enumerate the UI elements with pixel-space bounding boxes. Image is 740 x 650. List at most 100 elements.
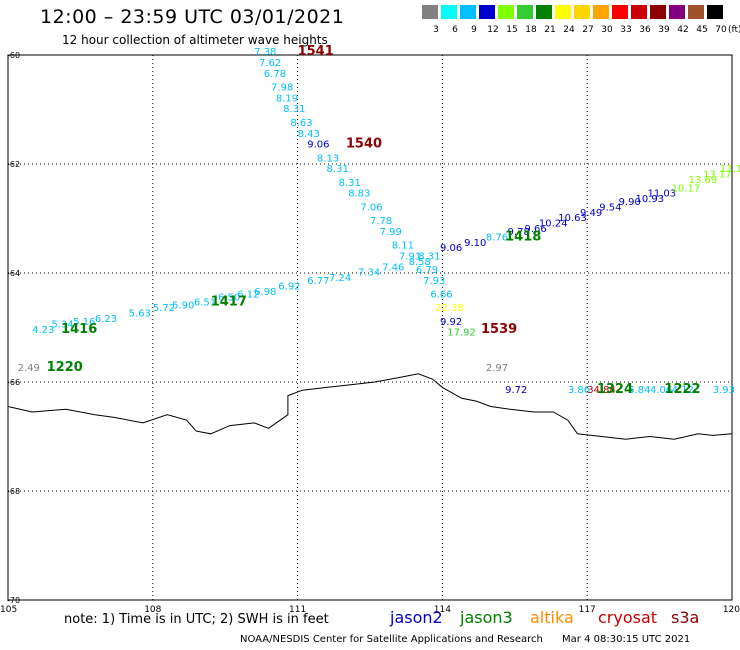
wave-height-label: 6.51 (194, 298, 216, 309)
color-scale-swatch (498, 5, 514, 19)
color-scale-swatch (555, 5, 571, 19)
wave-height-label: 4.23 (32, 325, 54, 336)
lon-tick-label: 114 (434, 605, 451, 615)
wave-height-label: 6.77 (307, 276, 329, 287)
color-scale-swatch (517, 5, 533, 19)
wave-height-label: 6.50 (218, 292, 240, 303)
track-id-label: 1541 (298, 44, 334, 59)
color-scale-label: 45 (696, 25, 708, 35)
note-text: note: 1) Time is in UTC; 2) SWH is in fe… (64, 612, 329, 627)
wave-height-label: 7.98 (271, 82, 293, 93)
wave-height-label: 8.31 (327, 164, 349, 175)
wave-height-label: 10.24 (539, 219, 568, 230)
wave-height-label: 11.03 (648, 189, 677, 200)
color-scale-label: 36 (639, 25, 651, 35)
wave-height-label: 5.72 (153, 303, 175, 314)
wave-height-label: 7.46 (382, 262, 404, 273)
color-scale-swatch (536, 5, 552, 19)
wave-height-label: 9.49 (580, 208, 602, 219)
wave-height-label: 3.86 (568, 385, 590, 396)
wave-height-label: 13.19 (720, 164, 740, 175)
wave-height-label: 6.12 (237, 290, 259, 301)
wave-height-label: 7.24 (329, 273, 351, 284)
wave-height-label: 17.92 (447, 328, 476, 339)
color-scale-swatch (688, 5, 704, 19)
color-scale-swatch (460, 5, 476, 19)
track-id-label: 1540 (346, 137, 382, 152)
footer-timestamp: Mar 4 08:30:15 UTC 2021 (562, 634, 691, 645)
color-scale-swatch (707, 5, 723, 19)
wave-height-label: 8.19 (276, 93, 298, 104)
wave-height-label: 10.63 (558, 213, 587, 224)
wave-height-label: 9.10 (464, 238, 486, 249)
track-id-label: 1220 (47, 360, 83, 375)
track-id-label: 1417 (211, 295, 247, 310)
wave-height-label: 3.93 (713, 385, 735, 396)
wave-height-label: 2.97 (486, 363, 508, 374)
legend-cryosat: cryosat (598, 608, 658, 627)
color-scale-label: 27 (582, 25, 594, 35)
color-scale-label: 3 (433, 25, 439, 35)
color-scale-swatch (593, 5, 609, 19)
wave-height-label: 4.06 (650, 385, 672, 396)
track-id-label: 1222 (664, 382, 700, 397)
wave-height-label: 4.12 (672, 385, 694, 396)
wave-height-label: 6.78 (264, 69, 286, 80)
color-scale-label: 9 (471, 25, 477, 35)
wave-height-label: 5.16 (73, 317, 95, 328)
color-scale-swatch (479, 5, 495, 19)
footer-source: NOAA/NESDIS Center for Satellite Applica… (240, 634, 543, 645)
wave-height-label: 9.90 (619, 197, 641, 208)
wave-height-label: 8.31 (339, 178, 361, 189)
lat-tick-label: -60 (7, 51, 20, 60)
color-scale-label: 21 (544, 25, 556, 35)
wave-height-label: 6.98 (254, 287, 276, 298)
wave-height-label: 7.38 (254, 47, 276, 58)
wave-height-label: 10.17 (672, 183, 701, 194)
color-scale-swatch (574, 5, 590, 19)
lat-tick-label: -68 (7, 487, 20, 496)
lat-tick-label: -70 (7, 596, 20, 605)
wave-height-label: 7.78 (370, 216, 392, 227)
track-id-label: 1416 (61, 322, 97, 337)
color-scale-label: 18 (525, 25, 537, 35)
lon-tick-label: 111 (289, 605, 306, 615)
wave-height-label: 8.11 (392, 240, 414, 251)
track-id-label: 1324 (597, 382, 633, 397)
wave-height-label: 8.83 (348, 189, 370, 200)
color-scale-swatch (631, 5, 647, 19)
wave-height-label: 9.72 (505, 385, 527, 396)
color-scale-label: 39 (658, 25, 670, 35)
wave-height-label: 9.92 (440, 317, 462, 328)
wave-height-label: 8.13 (317, 153, 339, 164)
color-scale-label: 70 (715, 25, 727, 35)
wave-height-label: 7.91 (399, 251, 421, 262)
track-id-label: 1418 (505, 229, 541, 244)
wave-height-label: 8.31 (418, 251, 440, 262)
wave-height-label: 34.84 (587, 385, 616, 396)
wave-height-label: 10.93 (635, 194, 664, 205)
lon-tick-label: 105 (0, 605, 17, 615)
wave-height-label: 6.79 (416, 265, 438, 276)
map-frame (7, 54, 733, 601)
legend-jason3: jason3 (460, 608, 513, 627)
wave-height-label: 5.63 (129, 309, 151, 320)
color-scale-swatch (650, 5, 666, 19)
wave-height-label: 13.17 (703, 170, 732, 181)
wave-height-label: 8.63 (290, 118, 312, 129)
wave-height-label: 6.66 (430, 290, 452, 301)
page-title: 12:00 – 23:59 UTC 03/01/2021 (40, 6, 345, 28)
color-scale-label: 6 (452, 25, 458, 35)
wave-height-label: 7.62 (259, 58, 281, 69)
wave-height-label: 6.92 (278, 281, 300, 292)
color-scale-label: 30 (601, 25, 613, 35)
wave-height-label: 8.31 (283, 104, 305, 115)
wave-height-label: 7.06 (360, 202, 382, 213)
lon-tick-label: 120 (723, 605, 740, 615)
color-scale-label: 42 (677, 25, 689, 35)
color-scale-swatch (422, 5, 438, 19)
legend-jason2: jason2 (390, 608, 443, 627)
wave-height-label: 8.76 (486, 232, 508, 243)
wave-height-label: 2.49 (18, 363, 40, 374)
